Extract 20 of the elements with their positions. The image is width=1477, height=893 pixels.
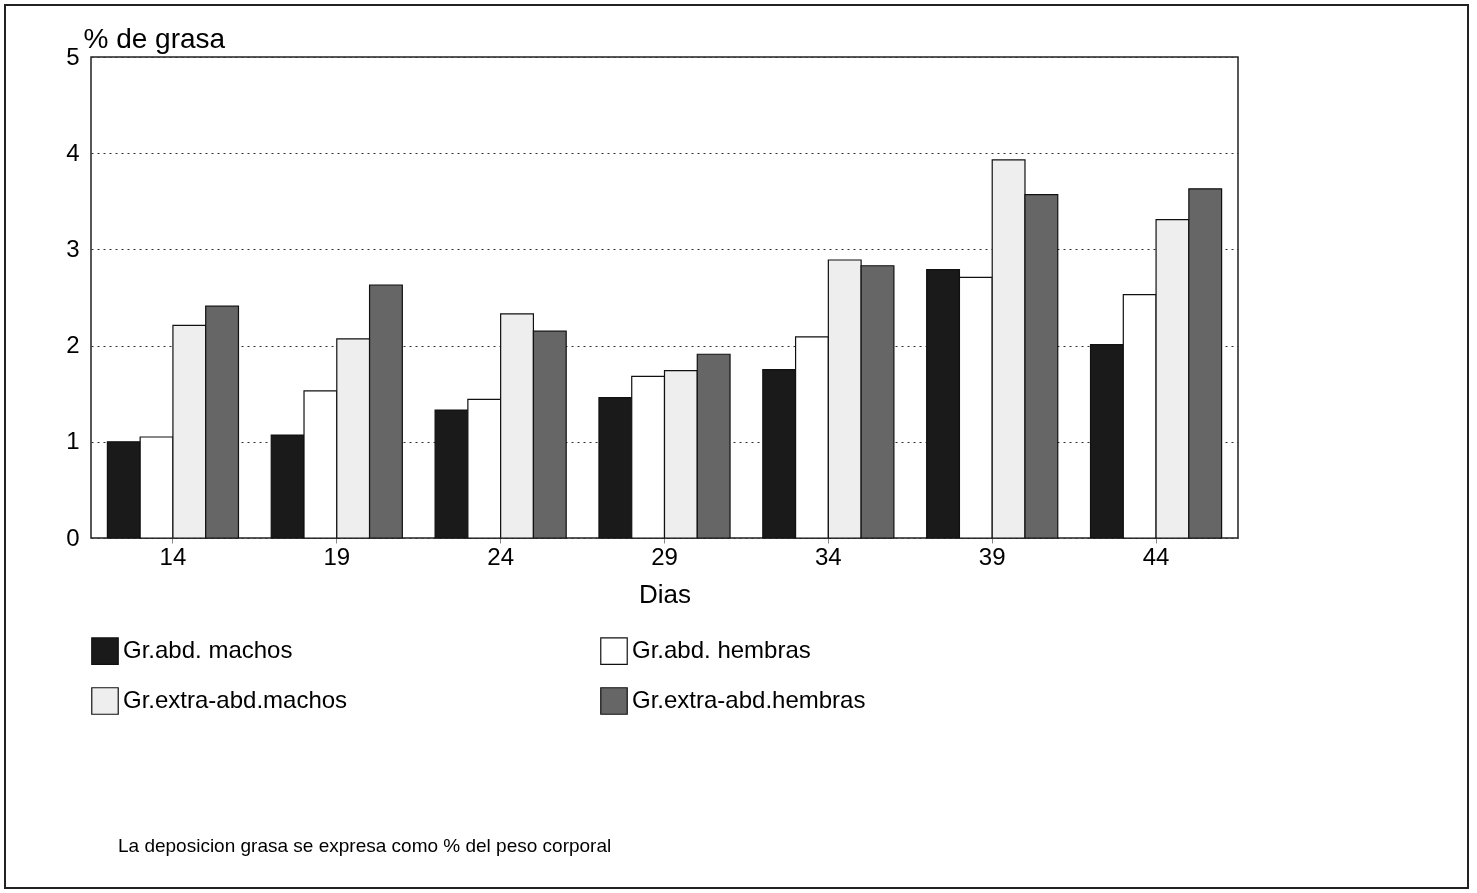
y-axis-title: % de grasa xyxy=(83,22,226,54)
legend-label: Gr.abd. machos xyxy=(123,636,293,664)
legend-label: Gr.extra-abd.hembras xyxy=(632,686,866,713)
y-tick-label: 0 xyxy=(66,523,80,551)
x-tick-label: 39 xyxy=(978,542,1006,570)
x-tick-label: 24 xyxy=(487,542,514,570)
legend-label: Gr.abd. hembras xyxy=(632,636,811,664)
x-tick-label: 14 xyxy=(159,542,187,570)
legend-label: Gr.extra-abd.machos xyxy=(123,686,348,713)
y-tick-label: 5 xyxy=(66,42,80,70)
y-tick-label: 3 xyxy=(66,234,80,262)
y-tick-label: 2 xyxy=(66,331,80,359)
y-tick-label: 1 xyxy=(66,427,80,455)
x-axis-title: Dias xyxy=(638,578,692,609)
text: La deposicion grasa se expresa como % del peso corporal xyxy=(118,835,613,857)
x-tick-label: 19 xyxy=(323,542,351,570)
x-tick-label: 29 xyxy=(651,542,678,570)
y-tick-label: 4 xyxy=(66,138,80,166)
x-tick-label: 34 xyxy=(815,542,842,570)
x-tick-label: 44 xyxy=(1142,542,1170,570)
